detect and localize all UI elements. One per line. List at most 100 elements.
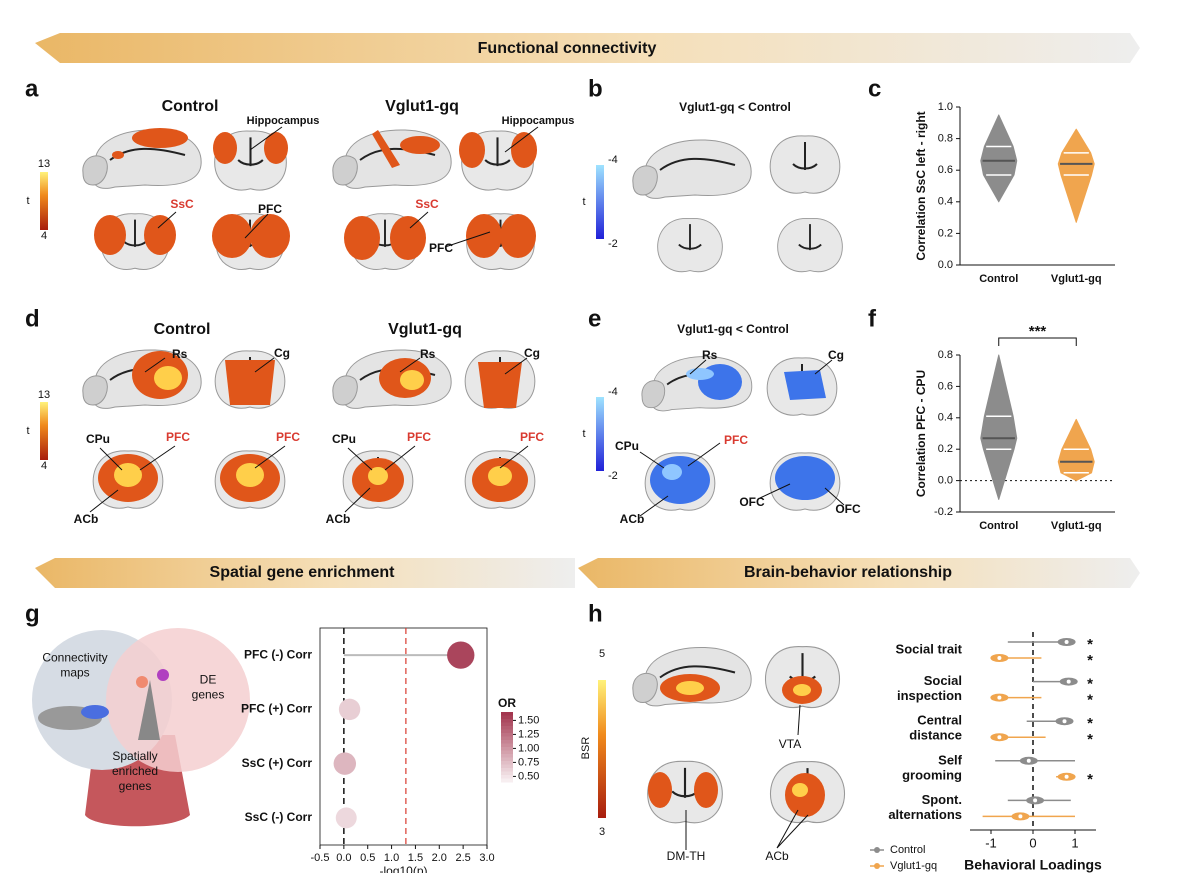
banner [35,33,1140,63]
colorbar-segment [501,764,513,769]
colorbar [40,402,48,460]
brain-images [81,348,536,510]
banner-title: Functional connectivity [478,40,657,57]
dot [447,641,475,669]
x-tick-label: -0.5 [311,852,330,864]
colorbar-tick-label: 0.50 [518,770,539,782]
colorbar-segment [501,768,513,772]
region-label: ACb [620,512,645,526]
colorbar-label: t [26,195,29,207]
region-label: VTA [779,737,801,751]
colorbar-tick-label: 1.50 [518,714,539,726]
colorbar-tick: -4 [608,386,618,398]
y-tick-label: 0.2 [938,227,953,239]
region-label: SsC [415,197,439,211]
x-tick-label: Vglut1-gq [1051,273,1102,285]
x-tick-label: 1 [1071,835,1078,850]
colorbar-tick: 4 [41,460,47,472]
significance-star: * [1087,771,1093,788]
colorbar-label: t [582,196,585,208]
significance-star: * [1087,731,1093,748]
y-tick-label: -0.2 [934,506,953,518]
loading-point [1018,814,1023,819]
region-label: CPu [86,432,110,446]
y-axis-label: Correlation SsC left - right [914,111,928,260]
loading-point [1026,758,1031,763]
panel-letter: c [868,75,881,102]
colorbar-label: t [582,428,585,440]
region-label: PFC [407,430,431,444]
brain-images [640,355,841,512]
category-label: Social inspection [897,674,962,704]
colorbar-title: OR [498,696,516,710]
panel-e: Vglut1-gq < Control -4 -2 t Rs Cg CPu PF… [582,322,861,526]
colorbar-segment [501,743,513,748]
plot-frame [319,627,488,846]
colorbar-segment [501,736,513,741]
category-label: PFC (+) Corr [241,702,312,716]
colorbar-segment [501,726,513,730]
colorbar-segment [501,733,513,737]
violin [980,114,1018,203]
x-tick-label: 2.5 [455,852,470,864]
y-tick-label: 0.8 [938,349,953,361]
region-label: Cg [274,346,290,360]
x-axis-label: Behavioral Loadings [964,857,1102,873]
region-label: ACb [74,512,99,526]
region-label: Cg [828,348,844,362]
group-title: Vglut1-gq [388,321,462,338]
x-tick-label: 3.0 [479,852,494,864]
colorbar-tick: 13 [38,158,50,170]
colorbar-tick: 5 [599,648,605,660]
legend-label: Vglut1-gq [890,860,937,872]
colorbar-tick: -2 [608,238,618,250]
y-tick-label: 0.0 [938,259,953,271]
region-label: Hippocampus [247,115,320,127]
banner [578,558,1140,588]
venn-label: DE genes [192,673,225,702]
region-label: Rs [702,348,718,362]
colorbar [596,165,604,239]
loading-point [1064,774,1069,779]
venn-label: Connectivity maps [42,651,107,680]
panel-b: Vglut1-gq < Control -4 -2 t [582,100,844,273]
colorbar-tick-label: 0.75 [518,756,539,768]
significance-star: * [1087,636,1093,653]
dot [335,807,357,829]
panel-a: Control Vglut1-gq 13 4 t Hippocampus SsC… [26,98,575,271]
panel-letter: g [25,600,40,627]
category-label: SsC (+) Corr [242,756,313,770]
colorbar-tick: -4 [608,154,618,166]
region-label: Cg [524,346,540,360]
colorbar-segment [501,754,513,758]
region-label: Rs [172,347,188,361]
region-label: Hippocampus [502,115,575,127]
region-label: OFC [739,495,765,509]
venn-icons [38,669,169,740]
banner-title: Spatial gene enrichment [210,564,396,581]
panel-h-brains: 5 3 BSR VTA DM-TH ACb [580,645,846,863]
significance-bracket [998,337,1077,346]
y-axis-label: Correlation PFC - CPU [914,370,928,497]
loading-point [1033,798,1038,803]
loading-point [1064,640,1069,644]
dot [333,752,357,775]
panel-letter: d [25,305,40,332]
panel-g-venn: Connectivity maps DE genes Spatially enrich… [32,628,250,827]
panel-letter: a [25,75,39,102]
colorbar-tick-label: 1.25 [518,728,539,740]
group-title: Control [162,98,219,115]
loading-point [997,735,1002,740]
significance-label: *** [1029,323,1047,340]
colorbar-segment [501,740,513,744]
colorbar-segment [501,729,513,734]
violin [1057,128,1095,223]
violin [1057,418,1095,482]
y-tick-label: 0.0 [938,475,953,487]
brain-images [81,128,537,271]
loading-point [997,656,1002,660]
panel-title: Vglut1-gq < Control [679,100,791,114]
region-label: PFC [520,430,544,444]
loading-point [997,695,1002,700]
y-tick-label: 0.4 [938,196,953,208]
